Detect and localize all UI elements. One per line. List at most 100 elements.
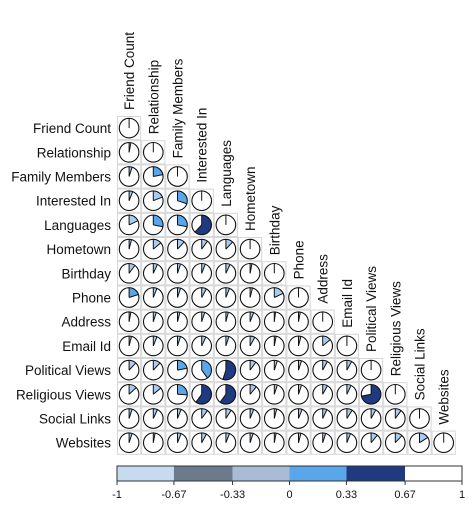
cell-address-interested-in (189, 309, 214, 334)
pie-outline (142, 141, 164, 163)
pie-slice (195, 384, 212, 405)
cell-phone-birthday (262, 285, 287, 310)
colorbar-bin-1 (173, 466, 233, 481)
cell-birthday-friend-count (117, 261, 142, 286)
cell-social-links-birthday (262, 406, 287, 431)
cell-email-id-phone (286, 333, 311, 358)
pie-slice (177, 215, 188, 227)
pie-outline (239, 432, 261, 454)
pie-outline (142, 359, 164, 381)
cell-hometown-family-members (165, 237, 190, 262)
pie-outline (167, 335, 188, 357)
cell-interested-in-relationship (141, 188, 166, 213)
column-labels: Friend Count Relationship Family Members In… (122, 32, 452, 425)
colorbar-bin-3 (289, 466, 347, 481)
cell-political-views-relationship (141, 358, 166, 383)
column-label-social-links: Social Links (413, 328, 428, 400)
cell-political-views-political-views (359, 358, 384, 383)
cell-hometown-friend-count (117, 237, 142, 262)
pie-outline (336, 359, 358, 381)
pie-outline (167, 287, 188, 308)
pie-outline (118, 262, 140, 284)
colorbar-tick-label: 0.67 (394, 489, 415, 501)
cell-address-address (310, 309, 335, 334)
pie-outline (263, 287, 285, 308)
cell-websites-phone (286, 430, 311, 455)
pie-outline (215, 359, 237, 381)
cell-phone-interested-in (189, 285, 214, 310)
cell-religious-views-relationship (141, 382, 166, 407)
pie-outline (167, 383, 188, 405)
pie-outline (191, 190, 213, 212)
pie-outline (336, 408, 358, 429)
cell-birthday-birthday (262, 261, 287, 286)
column-label-hometown: Hometown (243, 166, 258, 231)
pie-outline (191, 311, 213, 333)
cell-email-id-birthday (262, 333, 287, 358)
pie-outline (118, 408, 140, 429)
cell-political-views-phone (286, 358, 311, 383)
pie-outline (118, 190, 140, 212)
pie-outline (239, 311, 261, 333)
pie-outline (142, 287, 164, 308)
cell-hometown-hometown (238, 237, 263, 262)
cell-religious-views-religious-views (383, 382, 408, 407)
colorbar-bin-2 (232, 466, 290, 481)
row-label-religious-views: Religious Views (16, 387, 111, 402)
cell-phone-family-members (165, 285, 190, 310)
cell-social-links-languages (213, 406, 239, 431)
cell-websites-family-members (165, 430, 190, 455)
pie-outline (118, 117, 140, 139)
cell-social-links-relationship (141, 406, 166, 431)
cell-websites-religious-views (383, 430, 408, 455)
column-label-political-views: Political Views (364, 266, 379, 352)
cell-political-views-languages (213, 358, 239, 383)
pie-slice (194, 215, 212, 235)
cell-social-links-religious-views (383, 406, 408, 431)
cell-websites-birthday (262, 430, 287, 455)
pie-outline (167, 238, 188, 260)
pie-outline (312, 359, 334, 381)
cell-email-id-interested-in (189, 333, 214, 358)
cell-family-members-friend-count (117, 164, 142, 189)
column-label-languages: Languages (219, 140, 234, 207)
cell-religious-views-friend-count (117, 382, 142, 407)
pie-outline (167, 359, 188, 381)
cell-political-views-email-id (334, 358, 359, 383)
pie-outline (312, 383, 334, 405)
row-label-relationship: Relationship (37, 145, 111, 160)
cell-address-family-members (165, 309, 190, 334)
pie-slice (153, 215, 164, 227)
cell-relationship-friend-count (117, 140, 142, 165)
pie-outline (142, 311, 164, 333)
column-label-address: Address (316, 254, 331, 304)
cell-religious-views-email-id (334, 382, 359, 407)
row-label-languages: Languages (44, 218, 111, 233)
colorbar-tick-label: -1 (112, 489, 122, 501)
colorbar-bin-4 (346, 466, 406, 481)
cell-political-views-birthday (262, 358, 287, 383)
cell-phone-friend-count (117, 285, 142, 310)
pie-outline (191, 287, 213, 308)
pie-outline (336, 432, 358, 454)
row-label-phone: Phone (72, 291, 111, 306)
cell-social-links-social-links (407, 406, 432, 431)
pie-outline (167, 190, 188, 212)
pie-outline (336, 335, 358, 357)
cell-address-hometown (238, 309, 263, 334)
pie-outline (312, 335, 334, 357)
cell-birthday-relationship (141, 261, 166, 286)
pie-outline (384, 383, 406, 405)
cell-religious-views-family-members (165, 382, 190, 407)
cell-email-id-email-id (334, 333, 359, 358)
cell-religious-views-political-views (359, 382, 384, 407)
pie-outline (118, 359, 140, 381)
row-label-websites: Websites (56, 436, 112, 451)
column-label-birthday: Birthday (267, 205, 282, 255)
pie-outline (360, 359, 382, 381)
pie-outline (142, 190, 164, 212)
row-label-interested-in: Interested In (36, 194, 111, 209)
pie-slice (153, 166, 163, 177)
pie-outline (288, 311, 309, 333)
pie-outline (167, 311, 188, 333)
